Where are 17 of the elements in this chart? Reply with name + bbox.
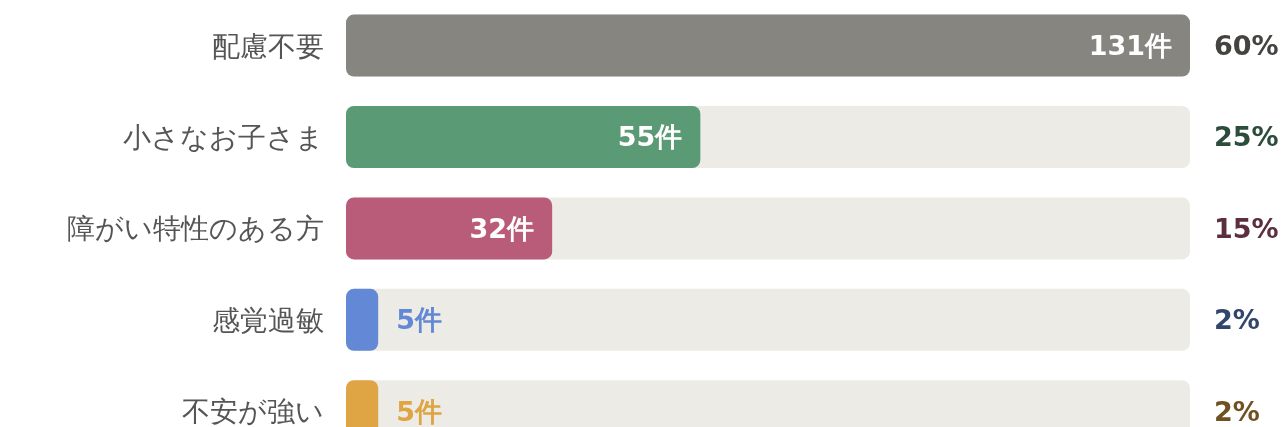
data-label: 5件 xyxy=(396,304,443,336)
text: 15% xyxy=(1214,212,1279,244)
y-tick-label: 不安が強い xyxy=(182,395,324,427)
bar xyxy=(346,197,553,260)
data-label: 5件 xyxy=(396,395,443,427)
y-tick-label: 配慮不要 xyxy=(212,29,324,63)
text: 2% xyxy=(1214,304,1260,336)
data-label: 131件 xyxy=(1088,30,1172,62)
data-label: 55件 xyxy=(617,121,683,153)
text: 25% xyxy=(1214,121,1279,153)
data-label: 32件 xyxy=(469,212,535,244)
y-tick-label: 感覚過敏 xyxy=(212,303,324,337)
bar xyxy=(346,288,379,351)
text: 60% xyxy=(1214,30,1279,62)
y-tick-label: 小さなお子さま xyxy=(123,121,324,155)
text: 2% xyxy=(1214,395,1260,427)
y-tick-label: 障がい特性のある方 xyxy=(67,212,324,246)
